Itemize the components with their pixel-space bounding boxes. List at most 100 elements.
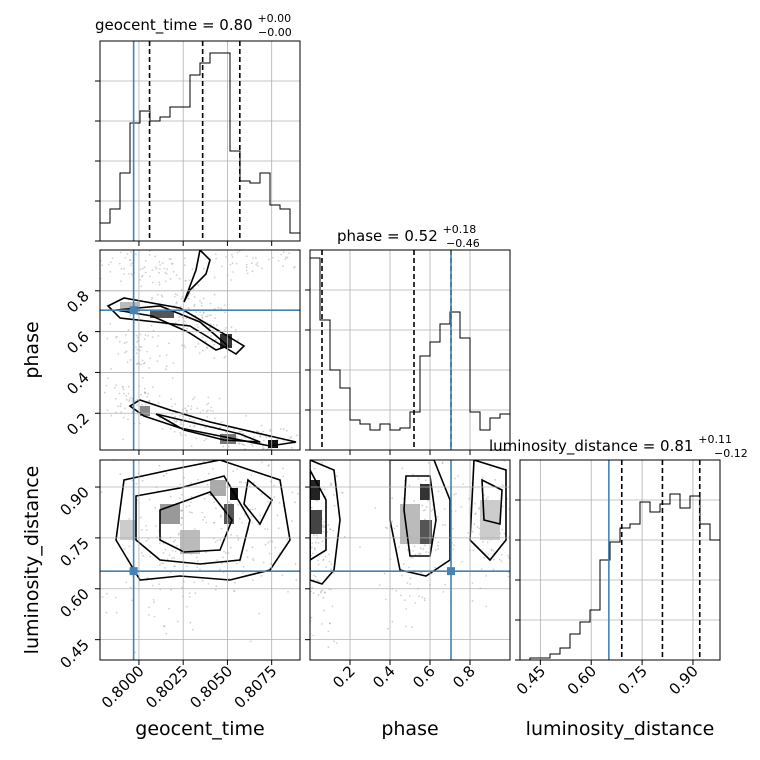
sample-point (521, 517, 523, 519)
sample-point (503, 532, 506, 535)
sample-point (101, 264, 104, 267)
sample-point (176, 620, 179, 623)
sample-point (515, 511, 517, 513)
sample-point (158, 464, 161, 467)
sample-point (343, 536, 346, 538)
sample-point (316, 579, 319, 581)
sample-point (215, 338, 218, 341)
sample-point (210, 323, 212, 326)
sample-point (313, 534, 315, 536)
sample-point (214, 317, 216, 320)
sample-point (139, 268, 142, 271)
sample-point (140, 346, 143, 348)
sample-point (300, 534, 302, 536)
sample-point (282, 265, 284, 268)
sample-point (284, 445, 286, 447)
sample-point (135, 346, 137, 349)
sample-point (175, 420, 178, 423)
sample-point (148, 614, 150, 616)
title-phase-main: phase = 0.52 (337, 227, 438, 245)
sample-point (224, 304, 226, 307)
sample-point (241, 443, 244, 445)
sample-point (304, 551, 306, 553)
sample-point (291, 447, 293, 449)
sample-point (374, 507, 377, 509)
sample-point (180, 523, 183, 526)
sample-point (154, 506, 157, 509)
title-geocent-time-main: geocent_time = 0.80 (95, 16, 253, 35)
sample-point (264, 455, 266, 457)
sample-point (294, 563, 297, 566)
sample-point (156, 293, 159, 296)
sample-point (330, 568, 333, 571)
sample-point (117, 405, 119, 408)
sample-point (141, 267, 144, 270)
sample-point (258, 612, 261, 615)
sample-point (83, 509, 85, 511)
sample-point (317, 443, 319, 445)
sample-point (177, 247, 179, 249)
sample-point (209, 409, 212, 412)
sample-point (213, 521, 215, 524)
sample-point (471, 441, 473, 443)
sample-point (210, 406, 213, 409)
sample-point (125, 581, 128, 584)
sample-point (209, 326, 212, 329)
sample-point (170, 262, 173, 265)
sample-point (158, 271, 161, 274)
sample-point (476, 526, 479, 528)
hist-step-luminosity-distance (520, 493, 720, 660)
sample-point (242, 566, 245, 568)
x-tick-label-phase: 0.6 (409, 662, 439, 692)
sample-point (209, 302, 212, 305)
sample-point (441, 462, 444, 464)
sample-point (142, 239, 144, 241)
sample-point (244, 513, 246, 516)
sample-point (134, 651, 137, 654)
sample-point (101, 456, 103, 458)
sample-point (514, 567, 516, 569)
sample-point (201, 336, 204, 338)
panel-frame (99, 249, 301, 451)
sample-point (145, 525, 148, 527)
sample-point (331, 605, 334, 608)
contour-line (183, 250, 211, 303)
sample-point (233, 428, 236, 431)
sample-point (468, 497, 470, 500)
sample-point (310, 546, 313, 549)
sample-point (431, 508, 434, 511)
sample-point (409, 577, 412, 580)
sample-point (282, 440, 285, 442)
x-tick-label-luminosity-distance: 0.75 (615, 662, 651, 698)
sample-point (176, 544, 178, 547)
sample-point (237, 339, 240, 342)
sample-point (174, 539, 177, 542)
y-tick-label-luminosity-distance: 0.60 (56, 585, 92, 621)
sample-point (53, 551, 55, 553)
sample-point (223, 357, 226, 359)
sample-point (457, 475, 459, 478)
sample-point (276, 514, 279, 517)
sample-point (260, 424, 263, 427)
sample-point (305, 559, 307, 561)
sample-point (136, 336, 139, 339)
sample-point (246, 549, 248, 552)
sample-point (220, 421, 223, 424)
sample-point (322, 520, 325, 523)
sample-point (213, 357, 216, 359)
sample-point (485, 605, 488, 608)
sample-point (268, 464, 270, 466)
sample-point (251, 508, 254, 511)
sample-point (167, 342, 170, 345)
sample-point (206, 409, 209, 412)
sample-point (180, 516, 183, 519)
sample-point (329, 622, 331, 625)
sample-point (197, 342, 200, 345)
sample-point (203, 516, 206, 518)
sample-point (230, 533, 233, 536)
sample-point (164, 548, 167, 551)
sample-point (187, 404, 190, 407)
sample-point (195, 311, 198, 314)
contour-line (115, 460, 291, 581)
